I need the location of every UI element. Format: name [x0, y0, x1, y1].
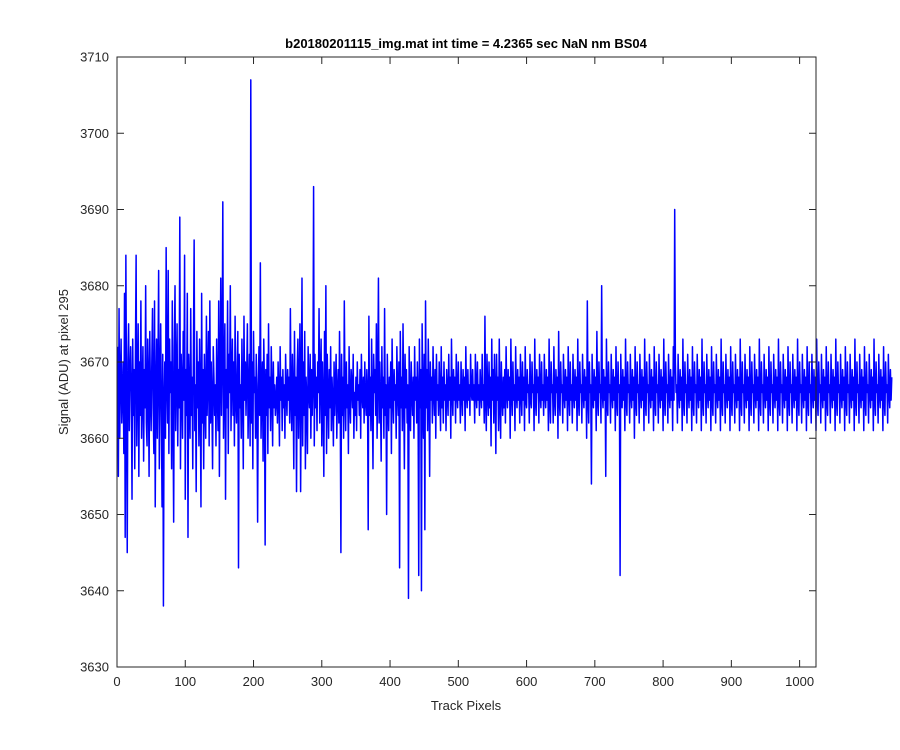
series-line-1	[116, 79, 893, 607]
x-tick-label: 800	[652, 674, 674, 689]
y-tick-label: 3670	[80, 355, 109, 370]
y-tick-label: 3660	[80, 431, 109, 446]
x-tick-label: 0	[113, 674, 120, 689]
y-tick-label: 3650	[80, 507, 109, 522]
x-tick-label: 200	[243, 674, 265, 689]
x-tick-label: 1000	[785, 674, 814, 689]
y-tick-label: 3640	[80, 583, 109, 598]
x-tick-label: 500	[447, 674, 469, 689]
x-tick-label: 600	[516, 674, 538, 689]
y-tick-label: 3690	[80, 202, 109, 217]
x-axis: 0 100 200 300 400 500 600 700 800 900 1000	[113, 57, 814, 689]
y-axis-title: Signal (ADU) at pixel 295	[56, 289, 71, 435]
x-tick-label: 400	[379, 674, 401, 689]
x-tick-label: 700	[584, 674, 606, 689]
y-tick-label: 3630	[80, 660, 109, 675]
y-tick-label: 3700	[80, 126, 109, 141]
x-axis-title: Track Pixels	[431, 698, 502, 713]
y-tick-label: 3680	[80, 278, 109, 293]
y-tick-label: 3710	[80, 50, 109, 65]
series-layer	[116, 79, 893, 607]
x-tick-label: 300	[311, 674, 333, 689]
x-tick-label: 100	[174, 674, 196, 689]
chart-title: b20180201115_img.mat int time = 4.2365 s…	[285, 36, 647, 51]
y-axis: 3630 3640 3650 3660 3670 3680 3690 3700 3710	[80, 50, 816, 675]
x-tick-label: 900	[721, 674, 743, 689]
